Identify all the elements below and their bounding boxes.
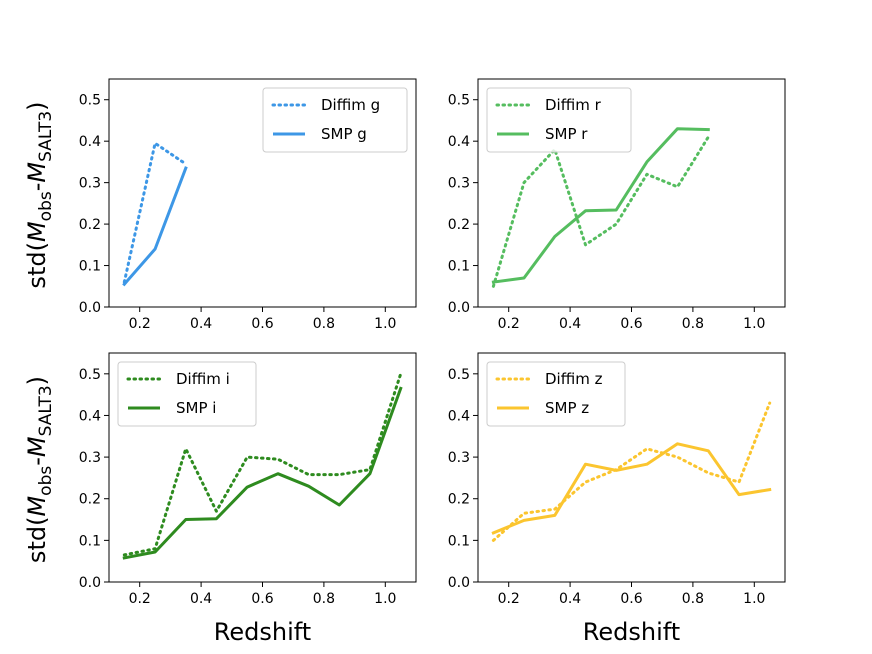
y-axis-label: std(Mobs-MSALT3) — [23, 376, 56, 563]
subplot-4: 0.2 0.4 0.6 0.8 1.0 0.0 0.1 0.2 0.3 0.4 0.5 Redshif… — [448, 352, 786, 646]
x-tick-label: 1.0 — [374, 591, 396, 607]
legend-entry-label: SMP r — [545, 125, 588, 143]
y-axis-label: std(Mobs-MSALT3) — [23, 101, 56, 288]
x-tick-label: 0.2 — [498, 591, 520, 607]
x-tick-label: 0.2 — [498, 316, 520, 332]
x-tick-label: 1.0 — [743, 591, 765, 607]
legend-entry-label: SMP z — [545, 399, 589, 417]
y-tick-label: 0.1 — [79, 533, 101, 549]
y-tick-label: 0.3 — [448, 450, 470, 466]
y-tick-label: 0.4 — [79, 134, 101, 150]
y-tick-label: 0.2 — [448, 217, 470, 233]
x-tick-label: 0.2 — [129, 316, 151, 332]
legend: Diffim r SMP r — [486, 87, 632, 153]
y-tick-label: 0.3 — [448, 176, 470, 192]
x-tick-label: 1.0 — [743, 316, 765, 332]
y-tick-label: 0.0 — [448, 300, 470, 316]
y-tick-label: 0.1 — [448, 533, 470, 549]
x-axis-label: Redshift — [583, 618, 680, 646]
series-line-smp-i — [122, 386, 403, 560]
x-tick-label: 0.8 — [313, 316, 335, 332]
legend-entry-label: Diffim g — [321, 96, 380, 114]
y-tick-label: 0.5 — [79, 367, 101, 383]
y-tick-label: 0.1 — [79, 259, 101, 275]
y-tick-label: 0.4 — [448, 408, 470, 424]
series-line-smp-z — [491, 442, 772, 535]
legend-entry-label: SMP g — [321, 125, 367, 143]
legend-entry-label: Diffim z — [545, 370, 603, 388]
x-tick-label: 0.4 — [190, 316, 212, 332]
legend: Diffim z SMP z — [486, 361, 626, 427]
legend-entry-label: SMP i — [176, 399, 216, 417]
x-tick-label: 0.8 — [313, 591, 335, 607]
x-tick-label: 0.4 — [559, 591, 581, 607]
series-line-diffim-i — [122, 372, 403, 557]
x-tick-label: 0.2 — [129, 591, 151, 607]
y-tick-label: 0.5 — [448, 367, 470, 383]
x-tick-label: 1.0 — [374, 316, 396, 332]
series-line-diffim-g — [122, 141, 188, 284]
x-tick-label: 0.6 — [251, 591, 273, 607]
y-tick-label: 0.4 — [448, 134, 470, 150]
y-tick-label: 0.0 — [448, 575, 470, 591]
subplot-1: 0.2 0.4 0.6 0.8 1.0 0.0 0.1 0.2 0.3 0.4 0.5 std(Mob… — [23, 78, 417, 332]
y-tick-label: 0.4 — [79, 408, 101, 424]
legend-entry-label: Diffim r — [545, 96, 602, 114]
series-line-diffim-r — [491, 135, 710, 288]
legend: Diffim g SMP g — [262, 87, 408, 153]
series-line-diffim-z — [491, 401, 772, 542]
subplot-3: 0.2 0.4 0.6 0.8 1.0 0.0 0.1 0.2 0.3 0.4 0.5 std(Mob… — [23, 352, 417, 646]
x-tick-label: 0.8 — [682, 591, 704, 607]
y-tick-label: 0.5 — [79, 93, 101, 109]
y-tick-label: 0.1 — [448, 259, 470, 275]
x-tick-label: 0.4 — [559, 316, 581, 332]
y-tick-label: 0.2 — [448, 492, 470, 508]
series-line-smp-r — [491, 127, 710, 284]
x-tick-label: 0.6 — [620, 316, 642, 332]
x-tick-label: 0.8 — [682, 316, 704, 332]
legend-entry-label: Diffim i — [176, 370, 230, 388]
y-tick-label: 0.0 — [79, 575, 101, 591]
y-tick-label: 0.2 — [79, 217, 101, 233]
y-tick-label: 0.3 — [79, 450, 101, 466]
series-line-smp-g — [122, 166, 188, 287]
y-tick-label: 0.0 — [79, 300, 101, 316]
x-axis-label: Redshift — [214, 618, 311, 646]
y-tick-label: 0.3 — [79, 176, 101, 192]
x-tick-label: 0.6 — [620, 591, 642, 607]
y-tick-label: 0.2 — [79, 492, 101, 508]
y-tick-label: 0.5 — [448, 93, 470, 109]
subplot-2: 0.2 0.4 0.6 0.8 1.0 0.0 0.1 0.2 0.3 0.4 0.5 Diffim … — [448, 78, 786, 332]
x-tick-label: 0.4 — [190, 591, 212, 607]
legend: Diffim i SMP i — [117, 361, 257, 427]
x-tick-label: 0.6 — [251, 316, 273, 332]
